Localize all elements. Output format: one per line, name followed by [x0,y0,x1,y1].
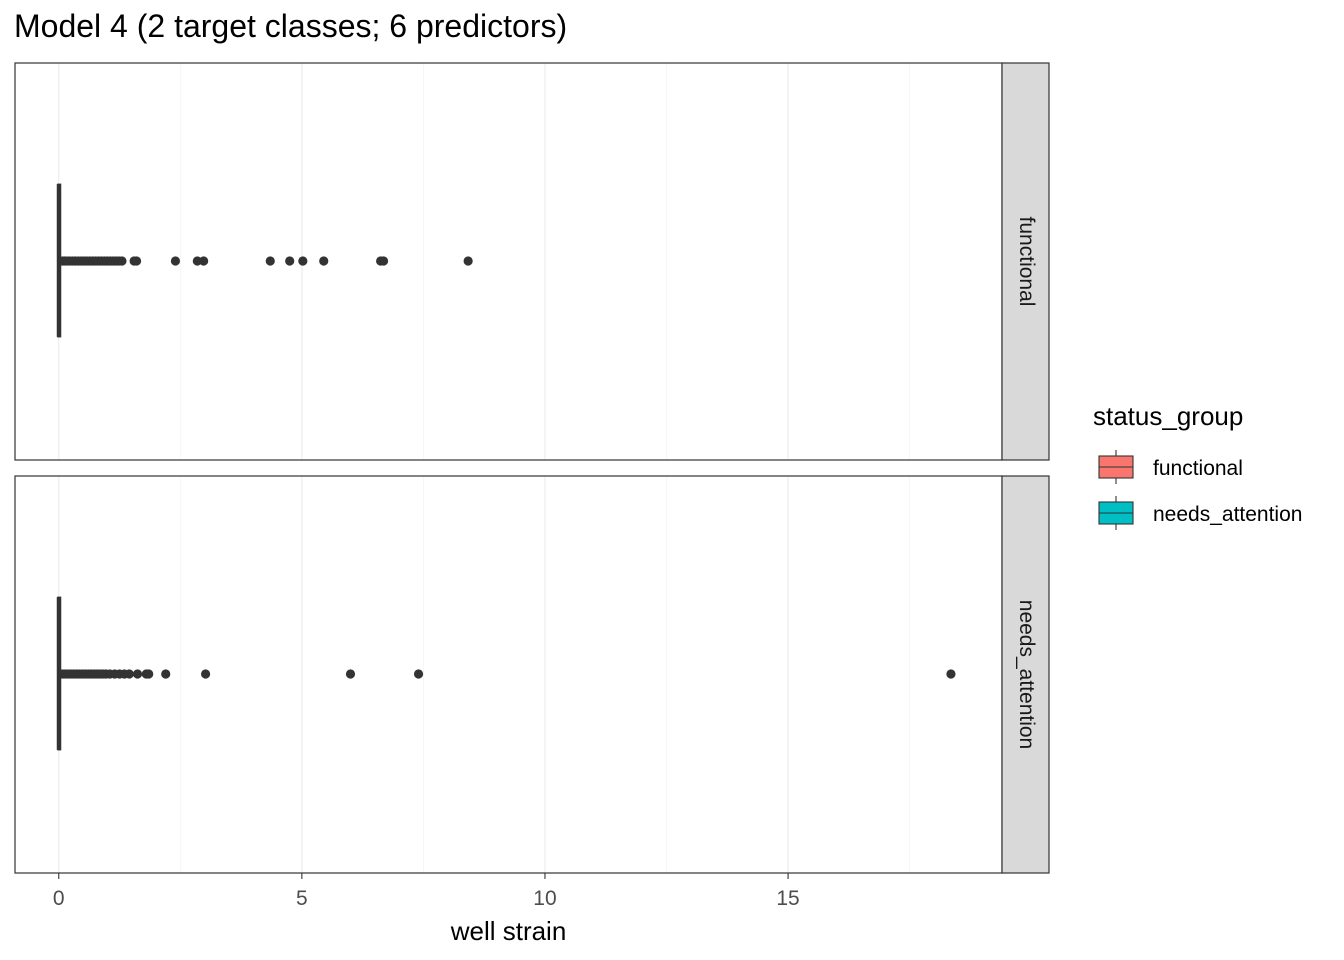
facet-strip-label: needs_attention [1015,600,1038,749]
facet-panel-needs_attention: needs_attention [14,475,1050,874]
x-tick-label: 15 [776,887,799,910]
x-tick-label: 0 [53,887,65,910]
outlier-point [200,669,211,679]
x-axis-title: well strain [450,916,567,946]
x-tick-label: 5 [296,887,308,910]
outlier-point [124,669,134,679]
outlier-point [144,669,154,679]
panel-background [15,476,1002,873]
legend-entry-label: functional [1153,457,1243,480]
outlier-point [463,256,473,266]
outlier-point [131,256,142,266]
outlier-point [413,669,424,679]
outlier-point [298,256,308,266]
chart-title: Model 4 (2 target classes; 6 predictors) [14,8,568,44]
panel-background [15,63,1002,460]
facet-panel-functional: functional [14,62,1050,461]
outlier-point [161,669,171,679]
x-tick-label: 10 [533,887,556,910]
outlier-point [192,256,202,266]
outlier-point [170,256,181,266]
outlier-point [132,669,143,679]
outlier-point [345,669,356,679]
outlier-point [285,256,295,266]
legend-title: status_group [1093,401,1243,431]
facet-strip [1001,475,1050,874]
outlier-point [946,669,956,679]
outlier-point [378,256,389,266]
outlier-point [199,256,209,266]
facet-strip [1001,62,1050,461]
outlier-point [117,256,127,266]
legend-entry-label: needs_attention [1153,503,1302,526]
outlier-point [265,256,275,266]
outlier-point [319,256,329,266]
legend: status_group functional needs_attention [1093,401,1302,530]
facet-strip-label: functional [1015,217,1038,307]
